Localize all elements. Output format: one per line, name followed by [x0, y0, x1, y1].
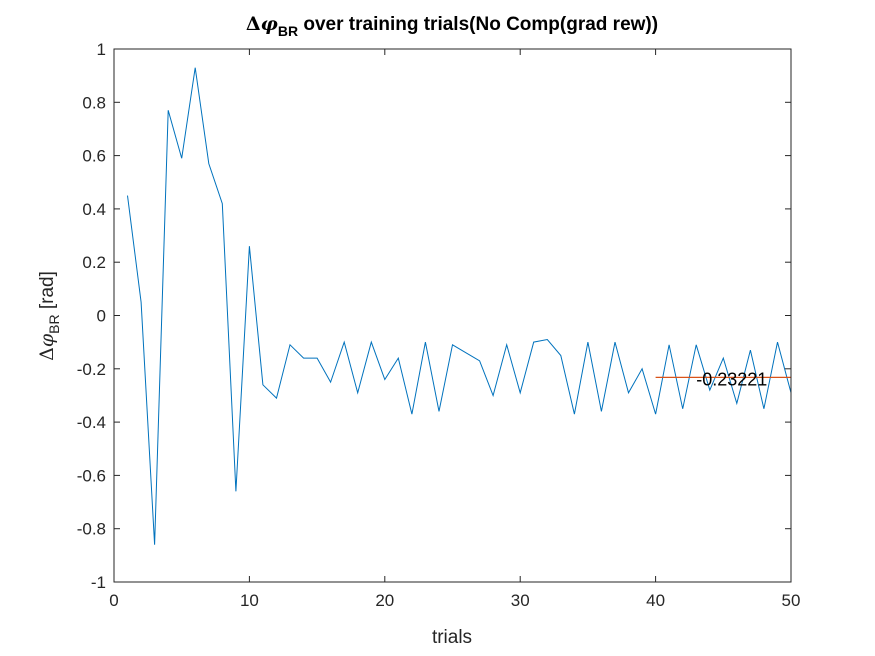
y-tick-label: -0.2: [77, 360, 106, 379]
tick-layer: 0 10 20 30 40 50 -1 -0.8 -0.6 -0.4 -0.2 0 0.2 0.4 0.6 0…: [77, 40, 801, 610]
x-tick-label: 0: [109, 591, 118, 610]
chart-title: ΔφBR over training trials(No Comp(grad r…: [246, 13, 658, 39]
x-tick-label: 10: [240, 591, 259, 610]
x-tick-label: 30: [511, 591, 530, 610]
y-tick-label: -0.4: [77, 413, 106, 432]
ylabel-delta: Δ: [36, 347, 58, 361]
x-tick-label: 50: [782, 591, 801, 610]
y-tick-label: 0.8: [82, 93, 106, 112]
series-line: [127, 67, 792, 545]
title-phi: φ: [261, 13, 278, 35]
title-delta: Δ: [246, 13, 261, 35]
x-tick-label: 20: [375, 591, 394, 610]
ylabel-rest: [rad]: [37, 271, 58, 314]
plot-area: [114, 49, 791, 582]
title-rest: over training trials(No Comp(grad rew)): [298, 14, 658, 35]
y-tick-label: -0.8: [77, 520, 106, 539]
y-tick-label: 0: [97, 307, 106, 326]
y-tick-label: 1: [97, 40, 106, 59]
x-tick-label: 40: [646, 591, 665, 610]
y-tick-label: -1: [91, 573, 106, 592]
ylabel-subscript: BR: [46, 314, 62, 333]
y-axis-label: ΔφBR [rad]: [36, 271, 62, 361]
y-tick-label: -0.6: [77, 466, 106, 485]
ylabel-phi: φ: [36, 333, 58, 347]
y-tick-label: 0.2: [82, 253, 106, 272]
x-axis-label: trials: [432, 627, 472, 648]
series-layer: [127, 67, 792, 545]
y-tick-label: 0.6: [82, 147, 106, 166]
y-tick-label: 0.4: [82, 200, 106, 219]
mean-layer: -0.23221: [655, 369, 791, 389]
title-subscript: BR: [278, 23, 298, 39]
mean-value-label: -0.23221: [696, 369, 767, 389]
